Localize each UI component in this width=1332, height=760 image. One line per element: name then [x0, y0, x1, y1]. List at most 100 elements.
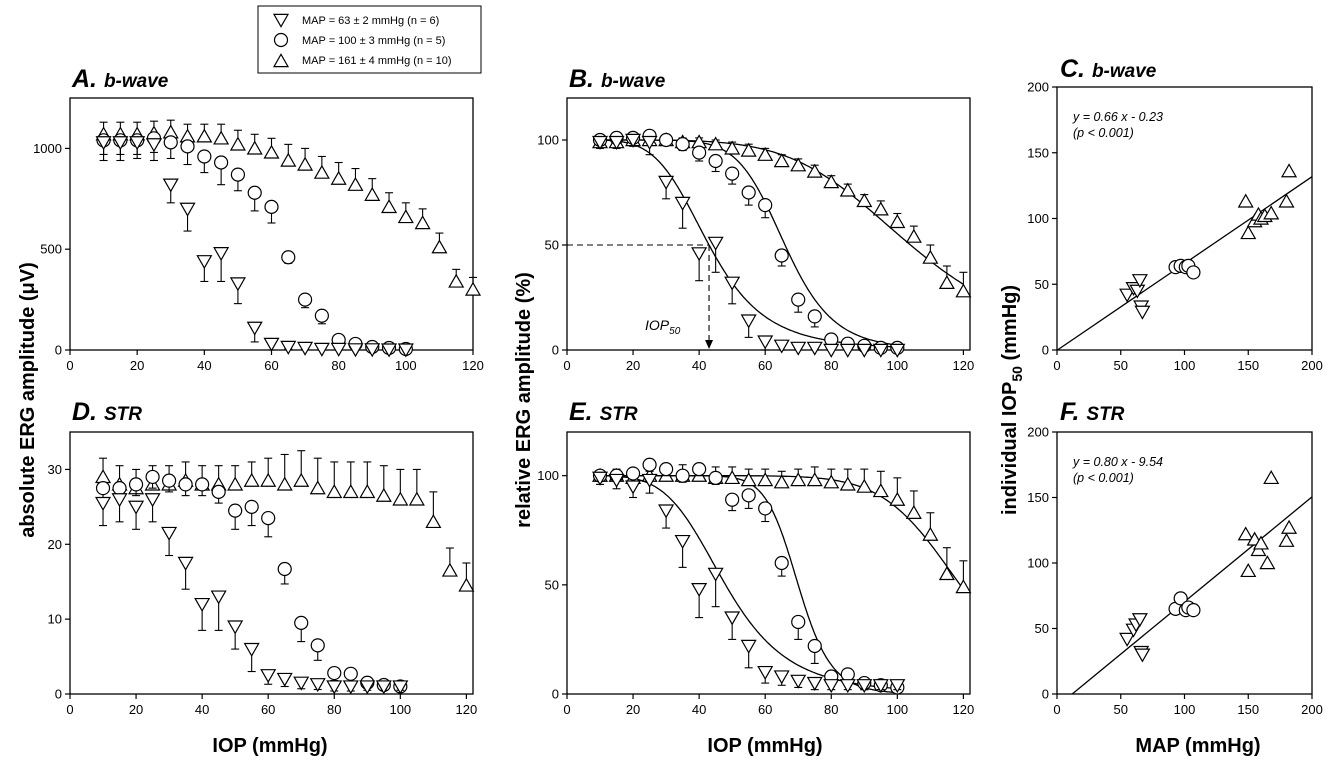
data-point: [293, 472, 310, 487]
x-tick-label: 20: [129, 702, 143, 717]
data-point: [1134, 648, 1151, 663]
panel-f: 0 50 100 150 200 0 50 100 150 200 F. STR y = 0.80 x…: [1027, 398, 1323, 717]
data-point: [246, 321, 263, 336]
data-point: [791, 614, 806, 630]
panel-subtitle: STR: [600, 404, 638, 425]
legend-markers: [272, 13, 290, 68]
panel-letter: C.: [1060, 55, 1092, 83]
data-point: [658, 132, 674, 148]
panel-title: C. b-wave: [1060, 55, 1157, 83]
series-down: [1119, 613, 1151, 663]
x-tick-label: 50: [1114, 358, 1128, 373]
data-point: [707, 136, 724, 151]
data-point: [161, 473, 177, 488]
panel-subtitle: STR: [104, 404, 142, 425]
regression-line: [1071, 496, 1313, 695]
data-point: [675, 468, 690, 483]
y-tick-label: 50: [545, 238, 559, 253]
legend-marker-circle: [273, 32, 289, 48]
y-tick-label: 20: [48, 537, 62, 552]
data-point: [448, 273, 465, 288]
data-point: [1263, 205, 1280, 220]
data-point: [458, 577, 475, 592]
y-tick-label: 150: [1027, 490, 1049, 505]
series-down: [591, 471, 906, 694]
data-point: [179, 202, 196, 217]
legend-marker-up-triangle: [272, 53, 290, 68]
iop50-annotation-label: IOP: [645, 317, 670, 333]
data-point: [839, 343, 856, 358]
y-tick-label: 100: [1027, 556, 1049, 571]
data-point: [381, 199, 398, 214]
x-tick-label: 100: [886, 702, 908, 717]
x-tick-label: 50: [1114, 702, 1128, 717]
panel-e: 0 20 40 60 80 100 120 0 50 100 E. STR: [537, 398, 974, 717]
plot-frame: [69, 431, 474, 695]
data-point: [359, 680, 376, 695]
data-point: [790, 674, 807, 689]
x-tick-label: 120: [953, 358, 975, 373]
data-point: [839, 476, 856, 491]
data-point: [347, 176, 364, 191]
data-point: [774, 555, 789, 571]
data-point: [347, 343, 364, 358]
data-point: [741, 185, 756, 200]
y-tick-label: 0: [552, 343, 559, 358]
y-tick-label: 50: [1035, 277, 1049, 292]
data-point: [145, 469, 160, 485]
data-point: [375, 680, 392, 695]
data-point: [1281, 163, 1298, 178]
data-point: [294, 615, 309, 630]
legend-label-map161: MAP = 161 ± 4 mmHg (n = 10): [302, 55, 452, 67]
data-point: [1263, 469, 1280, 485]
data-point: [642, 457, 657, 472]
data-point: [178, 477, 193, 492]
data-point: [790, 472, 807, 487]
data-point: [263, 144, 280, 159]
x-tick-label: 0: [1053, 702, 1060, 717]
data-point: [364, 343, 381, 358]
data-point: [741, 488, 756, 503]
data-point: [330, 342, 347, 357]
data-point: [806, 163, 823, 178]
data-point: [163, 135, 178, 150]
data-point: [441, 562, 458, 577]
data-point: [244, 499, 259, 514]
data-point: [375, 487, 392, 502]
absolute-amplitude-ylabel: absolute ERG amplitude (μV): [17, 262, 39, 538]
data-point: [214, 155, 229, 170]
x-tick-label: 60: [758, 702, 772, 717]
data-point: [740, 639, 757, 654]
y-tick-label: 50: [545, 577, 559, 592]
data-point: [773, 339, 790, 354]
data-point: [757, 146, 774, 161]
panel-subtitle: b-wave: [601, 71, 666, 92]
data-point: [213, 247, 230, 262]
data-point: [129, 136, 146, 151]
data-point: [276, 672, 293, 687]
data-point: [724, 469, 741, 485]
plot-frame: [69, 97, 474, 351]
regression-pvalue: (p < 0.001): [1073, 126, 1134, 140]
data-point: [658, 504, 675, 519]
data-point: [806, 472, 823, 487]
data-point: [1134, 305, 1151, 320]
data-point: [261, 510, 276, 526]
x-tick-label: 120: [456, 702, 478, 717]
series-down: [94, 493, 409, 695]
data-point: [260, 669, 277, 684]
panel-letter: A.: [71, 65, 104, 93]
data-point: [342, 484, 359, 499]
data-point: [1131, 613, 1148, 628]
data-point: [807, 309, 822, 324]
data-point: [280, 340, 297, 355]
panel-letter: E.: [569, 398, 600, 426]
y-tick-label: 0: [1042, 687, 1049, 702]
data-point: [872, 679, 889, 694]
series-down: [1119, 274, 1151, 320]
data-point: [806, 676, 823, 691]
data-point: [840, 667, 855, 682]
series-down: [95, 136, 414, 358]
data-point: [264, 199, 279, 214]
x-tick-label: 200: [1301, 702, 1323, 717]
